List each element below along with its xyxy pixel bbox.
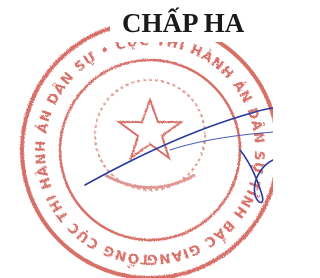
- stamp-inner-ring: [60, 60, 240, 240]
- signature-stroke: [85, 108, 273, 185]
- emblem-base: [105, 175, 195, 188]
- heading: CHẤP HA: [122, 7, 245, 38]
- document-crop: TỔNG CỤC THI HÀNH ÁN DÂN SỰ • CỤC THI HÀ…: [0, 0, 273, 278]
- page: TỔNG CỤC THI HÀNH ÁN DÂN SỰ • CỤC THI HÀ…: [0, 0, 273, 278]
